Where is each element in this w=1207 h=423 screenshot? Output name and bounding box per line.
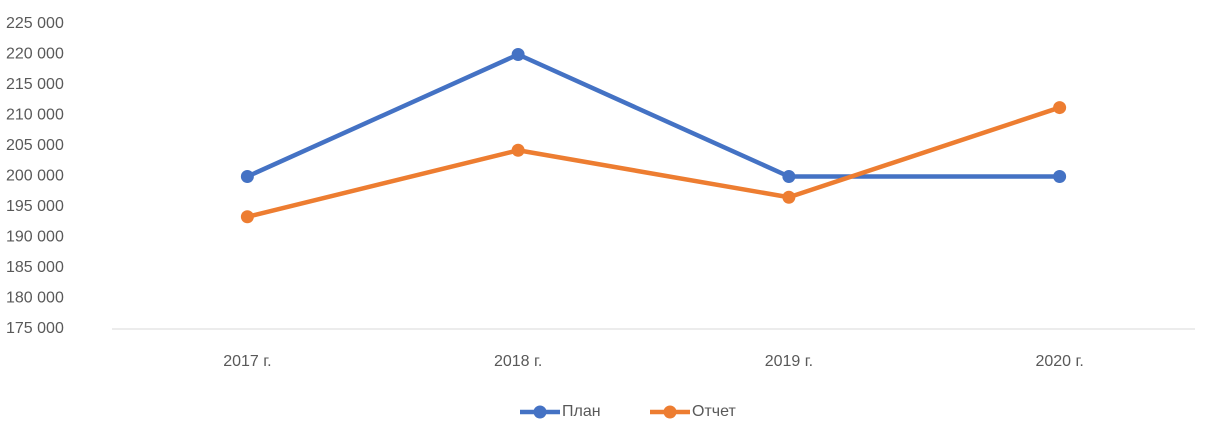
data-point [240,170,254,183]
y-tick-label: 175 000 [6,320,64,337]
y-tick-label: 190 000 [6,229,64,246]
legend-marker [663,405,677,419]
series-line [246,52,1060,179]
data-point [1053,170,1067,183]
y-tick-label: 215 000 [6,76,64,93]
y-tick-label: 220 000 [6,46,64,63]
data-point [782,170,796,183]
data-point [782,190,796,204]
y-tick-label: 225 000 [6,15,64,32]
x-tick-label: 2019 г. [765,353,813,370]
data-point [240,210,254,224]
legend-label: Отчет [692,403,736,420]
y-tick-label: 180 000 [6,290,64,307]
x-tick-label: 2017 г. [223,353,271,370]
y-tick-label: 185 000 [6,259,64,276]
y-tick-label: 205 000 [6,137,64,154]
data-point [511,143,525,157]
data-point [511,48,525,61]
x-tick-label: 2018 г. [494,353,542,370]
y-tick-label: 200 000 [6,168,64,185]
legend-marker [533,405,547,419]
data-point [1053,101,1067,115]
series-line [246,105,1061,219]
x-tick-label: 2020 г. [1035,353,1083,370]
legend-label: План [562,403,601,420]
y-tick-label: 210 000 [6,107,64,124]
y-tick-label: 195 000 [6,198,64,215]
